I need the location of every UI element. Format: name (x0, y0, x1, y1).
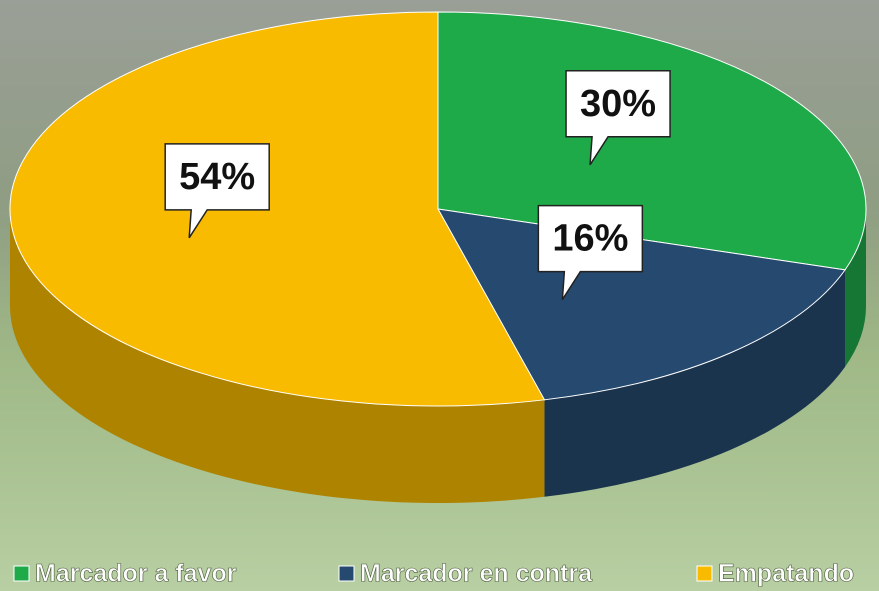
legend: Marcador a favor Marcador en contra Empata… (14, 560, 854, 588)
page: {"chart_data": {"type": "pie3d", "catego… (0, 0, 879, 591)
legend-swatch (697, 566, 712, 581)
chart: 30% 16% 54% Marcador a favor Marcador en co… (0, 0, 879, 591)
legend-swatch (339, 566, 354, 581)
data-label: 30% (580, 83, 656, 125)
legend-label: Marcador a favor (35, 560, 237, 588)
legend-label: Marcador en contra (360, 560, 593, 588)
slice-tops (10, 12, 866, 406)
data-label: 54% (179, 156, 255, 198)
data-label: 16% (552, 218, 628, 260)
legend-swatch (14, 566, 29, 581)
legend-label: Empatando (718, 560, 854, 588)
